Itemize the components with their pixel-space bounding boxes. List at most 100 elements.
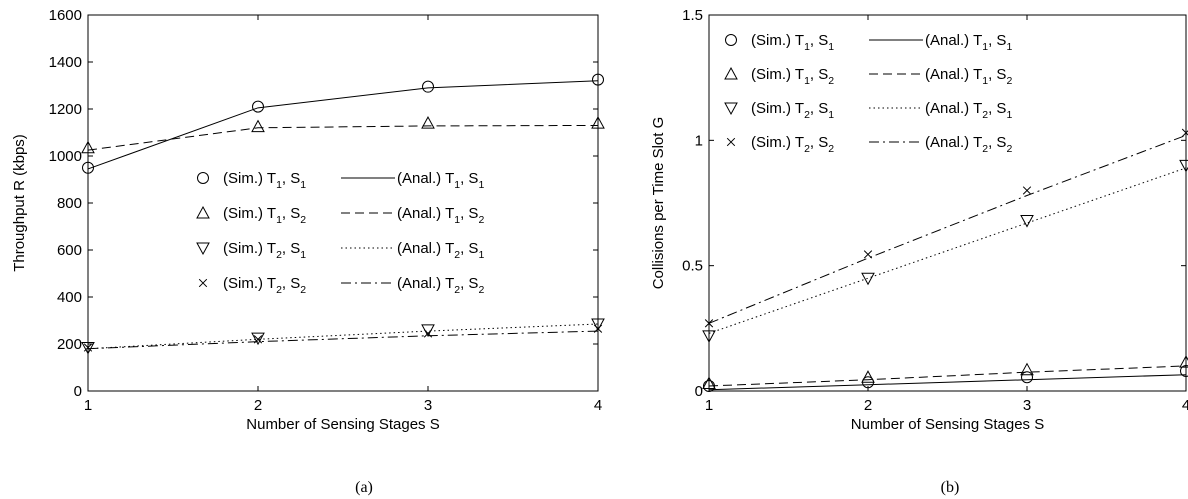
legend-anal-label-T1S2-s1: 1	[982, 75, 988, 87]
y-tick-label: 1	[695, 132, 703, 149]
legend-marker-T1S1	[197, 172, 209, 184]
y-tick-label: 1400	[49, 54, 82, 71]
sim-point-T2S2	[423, 329, 433, 338]
sim-point-T2S1	[251, 332, 265, 346]
legend-anal-label-T1S1: (Anal.) T1, S1	[397, 170, 484, 191]
sim-point-T2S1	[421, 324, 435, 337]
legend-anal-label-T1S2: (Anal.) T1, S2	[397, 205, 484, 226]
legend-anal-label-T2S2-mid: , S	[988, 134, 1006, 151]
anal-line-T2S1	[87, 323, 599, 350]
legend-sim-label-T2S2: (Sim.) T2, S2	[223, 275, 306, 296]
caption: (b)	[941, 479, 960, 496]
legend-sim-label-T2S2-pre: (Sim.) T	[751, 134, 804, 151]
sim-point-T1S1	[82, 161, 94, 174]
legend-anal-label-T2S2: (Anal.) T2, S2	[925, 134, 1012, 155]
legend-anal-label-T1S2: (Anal.) T1, S2	[925, 66, 1012, 87]
y-tick-label: 0.5	[682, 258, 703, 275]
legend-sim-label-T1S2-s2: 2	[300, 214, 306, 226]
legend-anal-label-T1S1-s2: 1	[478, 179, 484, 191]
legend-sim-label-T1S2-s2: 2	[828, 75, 834, 87]
sim-point-T1S1	[1180, 364, 1188, 377]
sim-point-T2S2	[1181, 128, 1188, 137]
legend-sim-label-T2S2-s2: 2	[828, 143, 834, 155]
x-tick-label: 2	[864, 397, 872, 414]
legend-anal-label-T2S1: (Anal.) T2, S1	[925, 100, 1012, 121]
legend-sim-label-T1S1-pre: (Sim.) T	[223, 170, 276, 187]
plot-frame	[87, 14, 599, 392]
legend-sim-label-T2S2-s1: 2	[276, 284, 282, 296]
x-tick-label: 1	[84, 397, 92, 414]
legend-sim-label-T2S1-pre: (Sim.) T	[751, 100, 804, 117]
legend-anal-label-T2S1-s2: 1	[1006, 109, 1012, 121]
legend-sim-label-T1S1-mid: , S	[810, 32, 828, 49]
legend-sim-label-T2S2-mid: , S	[810, 134, 828, 151]
legend-marker-T2S2	[726, 137, 736, 147]
legend-sim-label-T1S2: (Sim.) T1, S2	[223, 205, 306, 226]
legend-sim-label-T1S1-s2: 1	[828, 41, 834, 53]
legend-anal-label-T1S2-mid: , S	[988, 66, 1006, 83]
sim-point-T1S1	[422, 80, 434, 93]
sim-point-T2S2	[253, 335, 263, 344]
legend-sim-label-T1S2: (Sim.) T1, S2	[751, 66, 834, 87]
legend-sim-label-T2S1-s2: 1	[828, 109, 834, 121]
caption: (a)	[355, 479, 373, 496]
legend-anal-label-T2S2-mid: , S	[460, 275, 478, 292]
sim-point-T2S1	[861, 272, 875, 286]
legend-anal-label-T1S2-s2: 2	[478, 214, 484, 226]
legend-anal-label-T2S2-s2: 2	[1006, 143, 1012, 155]
anal-line-T1S1	[708, 374, 1187, 391]
y-tick-label: 600	[57, 242, 82, 259]
x-tick-label: 3	[1023, 397, 1031, 414]
sim-point-T1S2	[81, 140, 95, 154]
legend-anal-label-T1S1-pre: (Anal.) T	[397, 170, 454, 187]
x-axis-label: Number of Sensing Stages S	[246, 416, 439, 433]
legend-marker-T2S1	[724, 102, 738, 116]
x-tick-label: 4	[594, 397, 602, 414]
legend-sim-label-T2S2-s2: 2	[300, 284, 306, 296]
sim-point-T2S1	[1179, 159, 1188, 173]
legend-anal-label-T1S1: (Anal.) T1, S1	[925, 32, 1012, 53]
legend-anal-label-T1S1-mid: , S	[988, 32, 1006, 49]
anal-line-T2S2	[708, 134, 1187, 324]
x-axis-label: Number of Sensing Stages S	[851, 416, 1044, 433]
sim-point-T1S1	[592, 73, 604, 86]
x-tick-label: 1	[705, 397, 713, 414]
legend-marker-T2S2	[198, 278, 208, 288]
legend-sim-label-T2S2-mid: , S	[282, 275, 300, 292]
legend-anal-label-T1S1-s1: 1	[982, 41, 988, 53]
sim-point-T1S1	[1021, 371, 1033, 384]
sim-point-T2S1	[81, 342, 95, 355]
legend-marker-T1S2	[724, 66, 738, 80]
legend-sim-label-T2S2-pre: (Sim.) T	[223, 275, 276, 292]
legend-anal-label-T1S1-mid: , S	[460, 170, 478, 187]
legend-sim-label-T1S2-s1: 1	[804, 75, 810, 87]
sim-point-T1S2	[251, 119, 265, 133]
sim-point-T1S2	[861, 370, 875, 383]
y-tick-label: 1600	[49, 7, 82, 24]
legend-anal-label-T1S2-s1: 1	[454, 214, 460, 226]
sim-point-T2S2	[863, 250, 873, 259]
legend-sim-label-T2S1-s2: 1	[300, 249, 306, 261]
y-tick-label: 1000	[49, 148, 82, 165]
legend-anal-label-T1S2-pre: (Anal.) T	[397, 205, 454, 222]
legend-sim-label-T1S1: (Sim.) T1, S1	[751, 32, 834, 53]
legend-sim-label-T1S2-mid: , S	[282, 205, 300, 222]
y-tick-label: 1200	[49, 101, 82, 118]
chart-b: 1 2 3 4 0 0.5 1 1.5 Number of Sensing Stages S Co…	[650, 7, 1188, 496]
sim-point-T1S2	[421, 116, 435, 129]
y-tick-label: 800	[57, 195, 82, 212]
legend-anal-label-T2S1: (Anal.) T2, S1	[397, 240, 484, 261]
sim-point-T1S2	[591, 116, 605, 129]
sim-point-T2S2	[1022, 186, 1032, 195]
legend-anal-label-T1S2-s2: 2	[1006, 75, 1012, 87]
chart-a: 1 2 3 4 0 200 400 600 800 1000 1200 1400 1600 Number …	[11, 7, 605, 496]
legend-anal-label-T1S1-s1: 1	[454, 179, 460, 191]
sim-point-T1S2	[1020, 362, 1034, 376]
y-tick-label: 0	[74, 383, 82, 400]
legend-sim-label-T1S1-s2: 1	[300, 179, 306, 191]
legend-marker-T2S1	[196, 242, 210, 256]
legend-sim-label-T2S1-s1: 2	[276, 249, 282, 261]
sim-point-T2S2	[593, 324, 603, 333]
x-tick-label: 3	[424, 397, 432, 414]
